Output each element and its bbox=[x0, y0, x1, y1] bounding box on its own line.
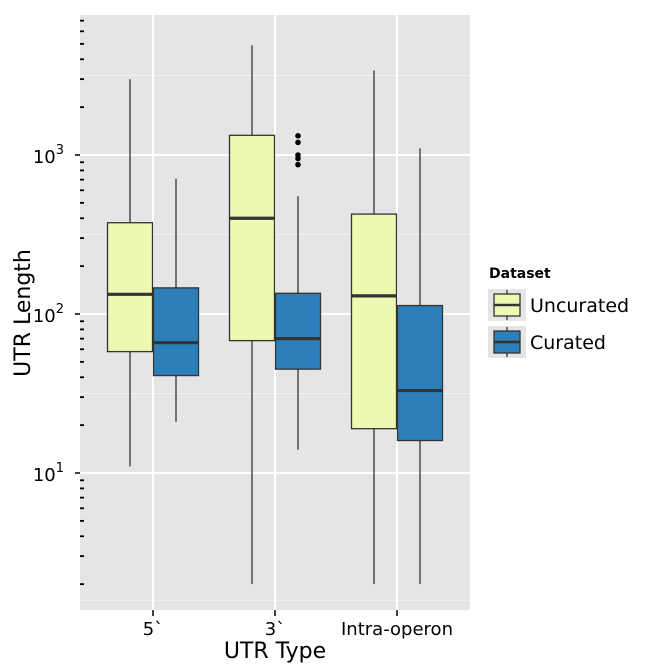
y-tick-label: 103 bbox=[33, 143, 64, 168]
box-body bbox=[106, 222, 154, 353]
x-axis-title: UTR Type bbox=[224, 639, 326, 664]
box-body bbox=[350, 213, 398, 430]
legend-title: Dataset bbox=[489, 266, 551, 282]
box-series bbox=[106, 45, 444, 585]
x-axis: 5` 3` Intra-operon bbox=[143, 610, 453, 640]
box-uncurated-intraoperon bbox=[350, 70, 398, 585]
outlier-point bbox=[295, 152, 301, 158]
box-curated-3 bbox=[274, 133, 322, 450]
legend-label-curated: Curated bbox=[530, 332, 606, 354]
legend-key-curated bbox=[488, 326, 526, 358]
box-body bbox=[274, 292, 322, 370]
y-axis: 101 102 103 bbox=[33, 19, 84, 586]
legend: Dataset Uncurated Curated bbox=[488, 266, 629, 358]
outlier-point bbox=[295, 161, 301, 168]
box-body bbox=[228, 134, 276, 342]
box-uncurated-5 bbox=[106, 79, 154, 467]
legend-key-uncurated bbox=[488, 289, 526, 321]
box-curated-intraoperon bbox=[396, 148, 444, 585]
x-tick-label: 5` bbox=[143, 619, 163, 640]
outlier-point bbox=[295, 133, 301, 139]
x-tick-label: 3` bbox=[265, 619, 285, 640]
outlier-point bbox=[295, 139, 301, 146]
y-tick-label: 101 bbox=[33, 461, 64, 486]
x-tick-label: Intra-operon bbox=[341, 619, 453, 640]
y-tick-label: 102 bbox=[33, 302, 64, 327]
legend-label-uncurated: Uncurated bbox=[530, 295, 629, 317]
box-body bbox=[396, 304, 444, 442]
box-uncurated-3 bbox=[228, 45, 276, 585]
box-curated-5 bbox=[152, 178, 200, 422]
y-axis-title: UTR Length bbox=[11, 249, 36, 377]
box-body bbox=[152, 287, 200, 377]
